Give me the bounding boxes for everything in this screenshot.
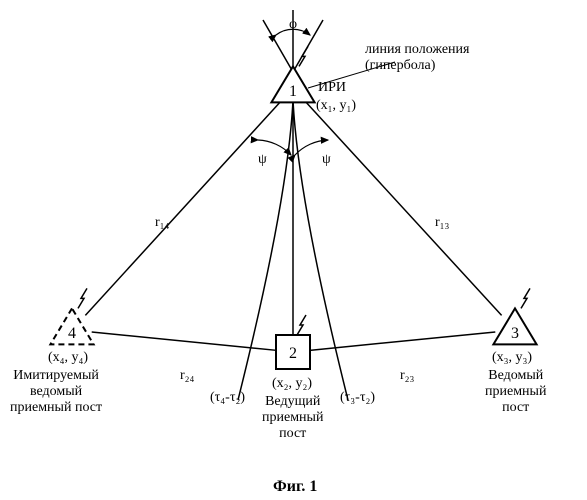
slave3-coord: (x₃, y₃) bbox=[492, 350, 532, 366]
slave4-coord: (x₄, y₄) bbox=[48, 350, 88, 366]
iri-label: ИРИ bbox=[318, 80, 346, 96]
lead-coord: (x₂, y₂) bbox=[272, 376, 312, 392]
svg-text:2: 2 bbox=[289, 345, 297, 362]
iri-coord: (x₁, y₁) bbox=[316, 98, 356, 114]
figure-caption: Фиг. 1 bbox=[273, 478, 317, 496]
tau-label-1: (τ₃-τ₂) bbox=[340, 390, 375, 406]
psi-right-label: ψ bbox=[322, 152, 331, 168]
svg-text:4: 4 bbox=[68, 325, 76, 342]
psi-left-label: ψ bbox=[258, 152, 267, 168]
lead-label: Ведущий приемный пост bbox=[262, 394, 323, 442]
slave3-label: Ведомый приемный пост bbox=[485, 368, 546, 416]
tau-label-0: (τ₄-τ₂) bbox=[210, 390, 245, 406]
edge-label-r₂₄: r₂₄ bbox=[180, 368, 194, 384]
hyperbola-label: линия положения (гипербола) bbox=[365, 42, 469, 74]
edge-label-r₂₃: r₂₃ bbox=[400, 368, 414, 384]
svg-text:3: 3 bbox=[511, 325, 519, 342]
phi-label: φ bbox=[289, 17, 297, 33]
slave4-label: Имитируемый ведомый приемный пост bbox=[10, 368, 102, 416]
edge-label-r₁₄: r₁₄ bbox=[155, 215, 169, 231]
edge-label-r₁₃: r₁₃ bbox=[435, 215, 449, 231]
svg-text:1: 1 bbox=[289, 83, 297, 100]
